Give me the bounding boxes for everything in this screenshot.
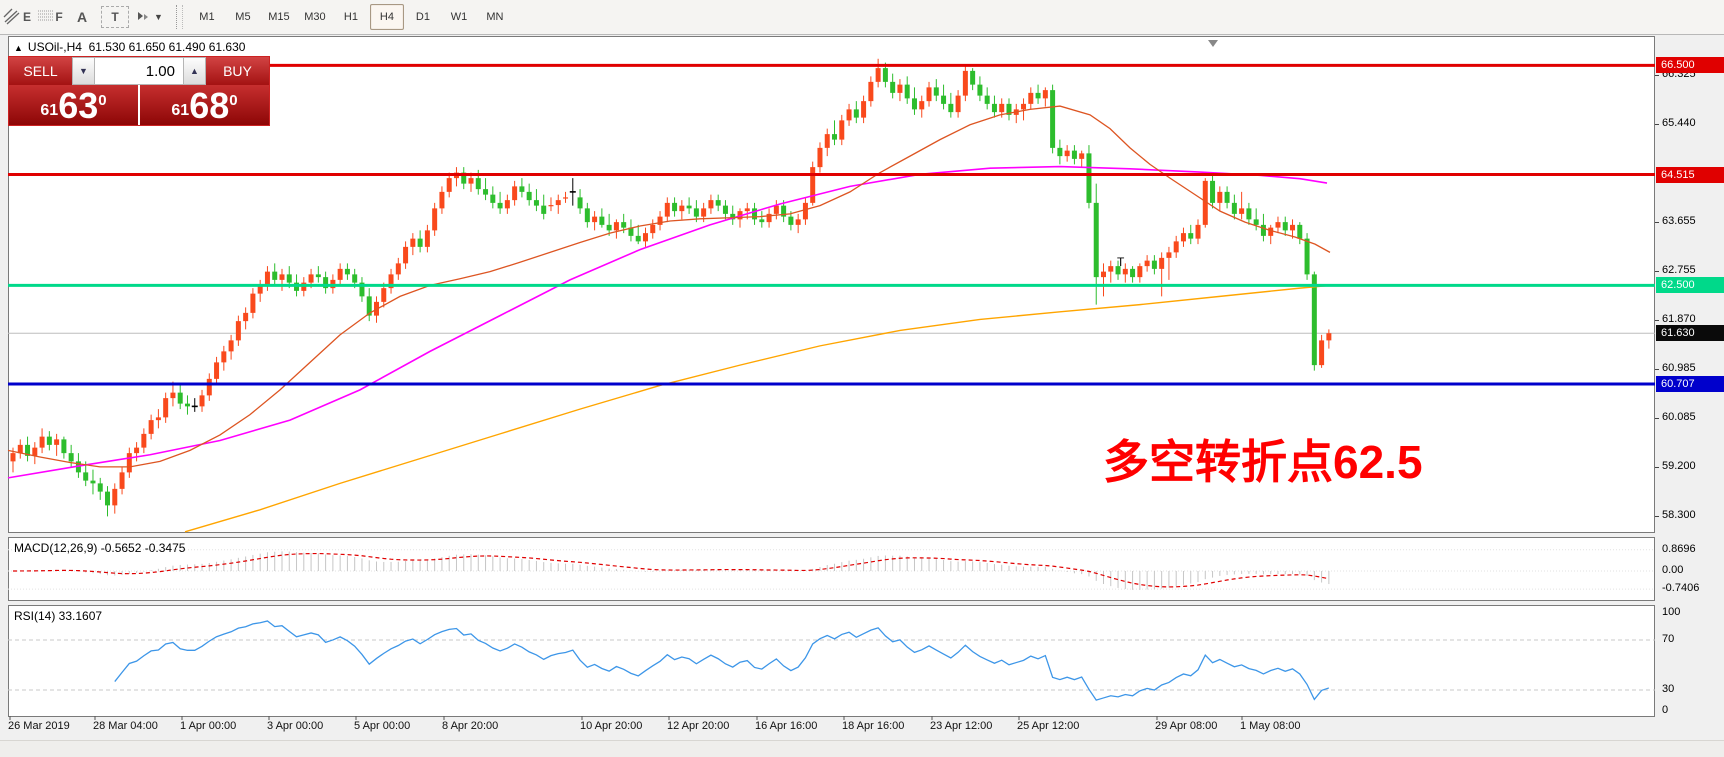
- icon-letter: F: [55, 10, 63, 24]
- price-tick: [1655, 368, 1659, 370]
- chart-expert-icon[interactable]: E: [3, 4, 31, 30]
- price-axis-label: 60.085: [1662, 411, 1696, 424]
- date-axis-label: 29 Apr 08:00: [1155, 720, 1218, 732]
- icon-letter: E: [23, 10, 32, 24]
- price-axis-label: 65.440: [1662, 116, 1696, 129]
- date-axis-label: 3 Apr 00:00: [267, 720, 324, 732]
- price-tick: [1655, 75, 1659, 76]
- timeframe-button-h4[interactable]: H4: [369, 4, 404, 30]
- price-axis-label: 61.870: [1662, 313, 1696, 326]
- price-axis-label: 62.755: [1662, 264, 1696, 277]
- date-axis-label: 12 Apr 20:00: [667, 720, 730, 732]
- rsi-axis-label: 70: [1662, 633, 1675, 645]
- price-badge: 64.515: [1656, 166, 1724, 183]
- price-tick: [1655, 516, 1659, 518]
- sell-price-pips: 63: [58, 85, 99, 126]
- buy-price-major: 61: [171, 102, 190, 119]
- instrument-arrow-icon: ▲: [14, 43, 23, 53]
- macd-axis-label: 0.00: [1662, 564, 1684, 576]
- price-tick: [1655, 320, 1659, 322]
- price-tick: [1655, 271, 1659, 273]
- text-a-icon[interactable]: A: [76, 9, 88, 25]
- date-axis-label: 25 Apr 12:00: [1017, 720, 1080, 732]
- volume-decrease-button[interactable]: ▼: [72, 57, 95, 85]
- toolbar-separator[interactable]: [175, 5, 183, 29]
- price-tick: [1655, 466, 1659, 468]
- timeframe-button-mn[interactable]: MN: [486, 11, 504, 23]
- price-axis[interactable]: 66.325 65.440 63.655 62.755 61.870 60.985 60.0…: [1655, 36, 1724, 736]
- date-axis-label: 16 Apr 16:00: [755, 720, 818, 732]
- price-badge: 62.500: [1656, 277, 1724, 294]
- date-axis-label: 18 Apr 16:00: [842, 720, 905, 732]
- text-label-t-icon[interactable]: T: [101, 6, 130, 28]
- volume-input[interactable]: 1.00: [95, 57, 183, 85]
- price-tick: [1655, 221, 1659, 223]
- date-axis-label: 8 Apr 20:00: [442, 720, 499, 732]
- buy-price-pips: 68: [189, 85, 230, 126]
- timeframe-button-m5[interactable]: M5: [235, 11, 251, 23]
- macd-indicator-label: MACD(12,26,9) -0.5652 -0.3475: [14, 541, 186, 555]
- price-axis-label: 58.300: [1662, 509, 1696, 522]
- date-axis-label: 10 Apr 20:00: [580, 720, 643, 732]
- timeframe-button-m30[interactable]: M30: [304, 11, 326, 23]
- price-axis-label: 60.985: [1662, 361, 1696, 374]
- grid-template-icon[interactable]: F: [37, 4, 63, 30]
- sell-button[interactable]: SELL: [9, 57, 72, 85]
- date-axis-label: 23 Apr 12:00: [930, 720, 993, 732]
- price-tick: [1655, 123, 1659, 125]
- rsi-panel[interactable]: [8, 605, 1655, 717]
- date-axis[interactable]: 26 Mar 2019 28 Mar 04:00 1 Apr 00:00 3 Apr …: [0, 720, 1724, 738]
- macd-panel[interactable]: [8, 537, 1655, 601]
- ohlc-values: 61.530 61.650 61.490 61.630: [88, 40, 246, 54]
- rsi-axis-label: 100: [1662, 606, 1681, 618]
- price-axis-label: 63.655: [1662, 214, 1696, 227]
- date-axis-label: 26 Mar 2019: [8, 720, 70, 732]
- chart-title: ▲ USOil-,H4 61.530 61.650 61.490 61.630: [14, 40, 245, 54]
- buy-button[interactable]: BUY: [206, 57, 269, 85]
- macd-axis-label: -0.7406: [1662, 582, 1700, 595]
- timeframe-button-w1[interactable]: W1: [450, 11, 468, 23]
- timeframe-button-m15[interactable]: M15: [268, 11, 290, 23]
- sell-price-point: 0: [98, 92, 107, 109]
- timeframe-button-h1[interactable]: H1: [343, 11, 358, 23]
- rsi-axis-label: 30: [1662, 683, 1675, 695]
- price-axis-label: 59.200: [1662, 459, 1696, 472]
- timeframe-button-m1[interactable]: M1: [199, 11, 215, 23]
- macd-axis-label: 0.8696: [1662, 542, 1696, 555]
- timeframe-bar: M1 M5 M15 M30 H1 H4 D1 W1 MN: [189, 4, 513, 30]
- arrow-objects-icon[interactable]: ▼: [135, 4, 163, 30]
- price-badge: 61.630: [1656, 325, 1724, 342]
- dropdown-caret-icon: ▼: [154, 12, 163, 22]
- timeframe-button-d1[interactable]: D1: [415, 11, 430, 23]
- sell-price-major: 61: [40, 102, 59, 119]
- toolbar: E F A T ▼ M1 M5 M15 M30 H1 H4 D1 W1 MN: [0, 0, 1724, 35]
- price-tick: [1655, 418, 1659, 420]
- rsi-axis-label: 0: [1662, 704, 1669, 716]
- date-axis-label: 1 Apr 00:00: [180, 720, 237, 732]
- chart-text-annotation: 多空转折点62.5: [1103, 436, 1423, 488]
- buy-price-point: 0: [229, 92, 238, 109]
- chart-shift-marker-icon[interactable]: [1208, 40, 1218, 47]
- rsi-indicator-label: RSI(14) 33.1607: [14, 609, 103, 623]
- date-axis-label: 1 May 08:00: [1240, 720, 1301, 732]
- price-badge: 66.500: [1656, 57, 1724, 74]
- price-badge: 60.707: [1656, 375, 1724, 392]
- sell-price-display[interactable]: 61 63 0: [9, 85, 138, 125]
- order-panel: SELL ▼ 1.00 ▲ BUY 61 63 0 61 68 0: [8, 56, 270, 126]
- t-object-marker: T: [1117, 255, 1125, 269]
- date-axis-label: 5 Apr 00:00: [354, 720, 411, 732]
- buy-price-display[interactable]: 61 68 0: [140, 85, 269, 125]
- symbol-timeframe: USOil-,H4: [27, 40, 82, 54]
- date-axis-label: 28 Mar 04:00: [93, 720, 158, 732]
- horizontal-scrollbar-area[interactable]: [0, 740, 1724, 757]
- volume-increase-button[interactable]: ▲: [183, 57, 206, 85]
